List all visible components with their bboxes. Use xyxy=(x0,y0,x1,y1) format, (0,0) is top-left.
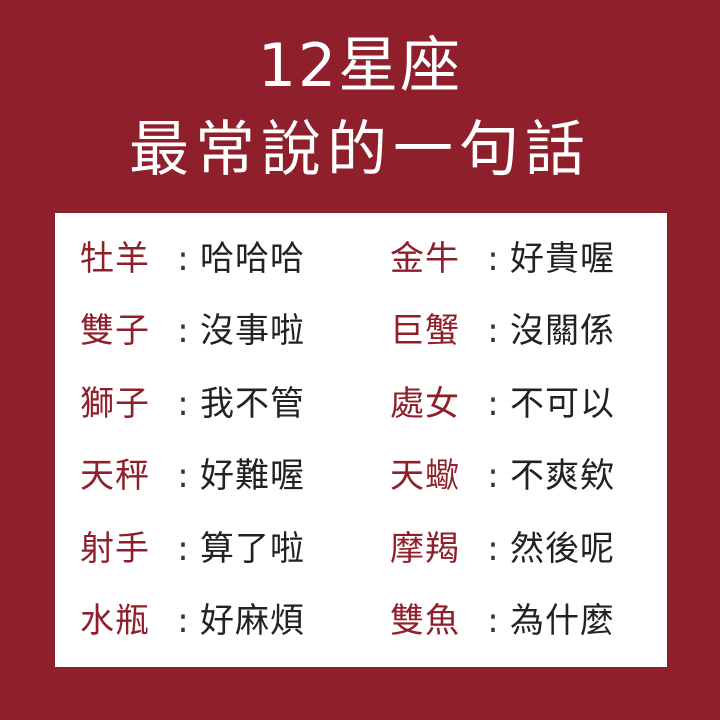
zodiac-row-capricorn: 摩羯: 然後呢 xyxy=(390,521,690,577)
phrase-text: 算了啦 xyxy=(200,529,305,569)
separator: : xyxy=(177,311,189,351)
left-column: 牡羊: 哈哈哈 雙子: 沒事啦 獅子: 我不管 天秤: 好難喔 射手: 算了啦 水瓶: 好麻… xyxy=(80,213,380,667)
sign-label: 處女 xyxy=(390,384,460,424)
separator: : xyxy=(487,239,499,279)
sign-label: 天秤 xyxy=(80,456,150,496)
separator: : xyxy=(177,601,189,641)
zodiac-row-leo: 獅子: 我不管 xyxy=(80,376,380,432)
zodiac-row-taurus: 金牛: 好貴喔 xyxy=(390,231,690,287)
phrase-text: 好難喔 xyxy=(200,456,305,496)
phrase-text: 好貴喔 xyxy=(510,239,615,279)
sign-label: 雙子 xyxy=(80,311,150,351)
title-block: 12星座 最常說的一句話 xyxy=(0,0,720,212)
separator: : xyxy=(487,311,499,351)
phrase-text: 為什麼 xyxy=(510,601,615,641)
separator: : xyxy=(487,456,499,496)
sign-label: 水瓶 xyxy=(80,601,150,641)
zodiac-row-libra: 天秤: 好難喔 xyxy=(80,448,380,504)
phrase-text: 然後呢 xyxy=(510,529,615,569)
separator: : xyxy=(177,456,189,496)
sign-label: 巨蟹 xyxy=(390,311,460,351)
phrase-text: 不可以 xyxy=(510,384,615,424)
phrase-text: 好麻煩 xyxy=(200,601,305,641)
sign-label: 獅子 xyxy=(80,384,150,424)
zodiac-row-virgo: 處女: 不可以 xyxy=(390,376,690,432)
separator: : xyxy=(177,384,189,424)
right-column: 金牛: 好貴喔 巨蟹: 沒關係 處女: 不可以 天蠍: 不爽欸 摩羯: 然後呢 雙魚: 為什… xyxy=(390,213,690,667)
sign-label: 雙魚 xyxy=(390,601,460,641)
zodiac-row-gemini: 雙子: 沒事啦 xyxy=(80,303,380,359)
sign-label: 牡羊 xyxy=(80,239,150,279)
zodiac-row-sagittarius: 射手: 算了啦 xyxy=(80,521,380,577)
zodiac-row-scorpio: 天蠍: 不爽欸 xyxy=(390,448,690,504)
phrase-text: 沒關係 xyxy=(510,311,615,351)
zodiac-row-aquarius: 水瓶: 好麻煩 xyxy=(80,593,380,649)
sign-label: 摩羯 xyxy=(390,529,460,569)
phrase-text: 我不管 xyxy=(200,384,305,424)
zodiac-row-cancer: 巨蟹: 沒關係 xyxy=(390,303,690,359)
separator: : xyxy=(177,529,189,569)
separator: : xyxy=(487,384,499,424)
sign-label: 射手 xyxy=(80,529,150,569)
phrase-text: 哈哈哈 xyxy=(200,239,305,279)
zodiac-row-pisces: 雙魚: 為什麼 xyxy=(390,593,690,649)
title-line-1: 12星座 xyxy=(257,31,463,101)
separator: : xyxy=(487,601,499,641)
separator: : xyxy=(177,239,189,279)
separator: : xyxy=(487,529,499,569)
title-line-2: 最常說的一句話 xyxy=(129,115,591,185)
sign-label: 金牛 xyxy=(390,239,460,279)
phrase-text: 不爽欸 xyxy=(510,456,615,496)
zodiac-row-aries: 牡羊: 哈哈哈 xyxy=(80,231,380,287)
phrase-text: 沒事啦 xyxy=(200,311,305,351)
sign-label: 天蠍 xyxy=(390,456,460,496)
zodiac-card: 牡羊: 哈哈哈 雙子: 沒事啦 獅子: 我不管 天秤: 好難喔 射手: 算了啦 水瓶: 好麻… xyxy=(55,213,667,667)
